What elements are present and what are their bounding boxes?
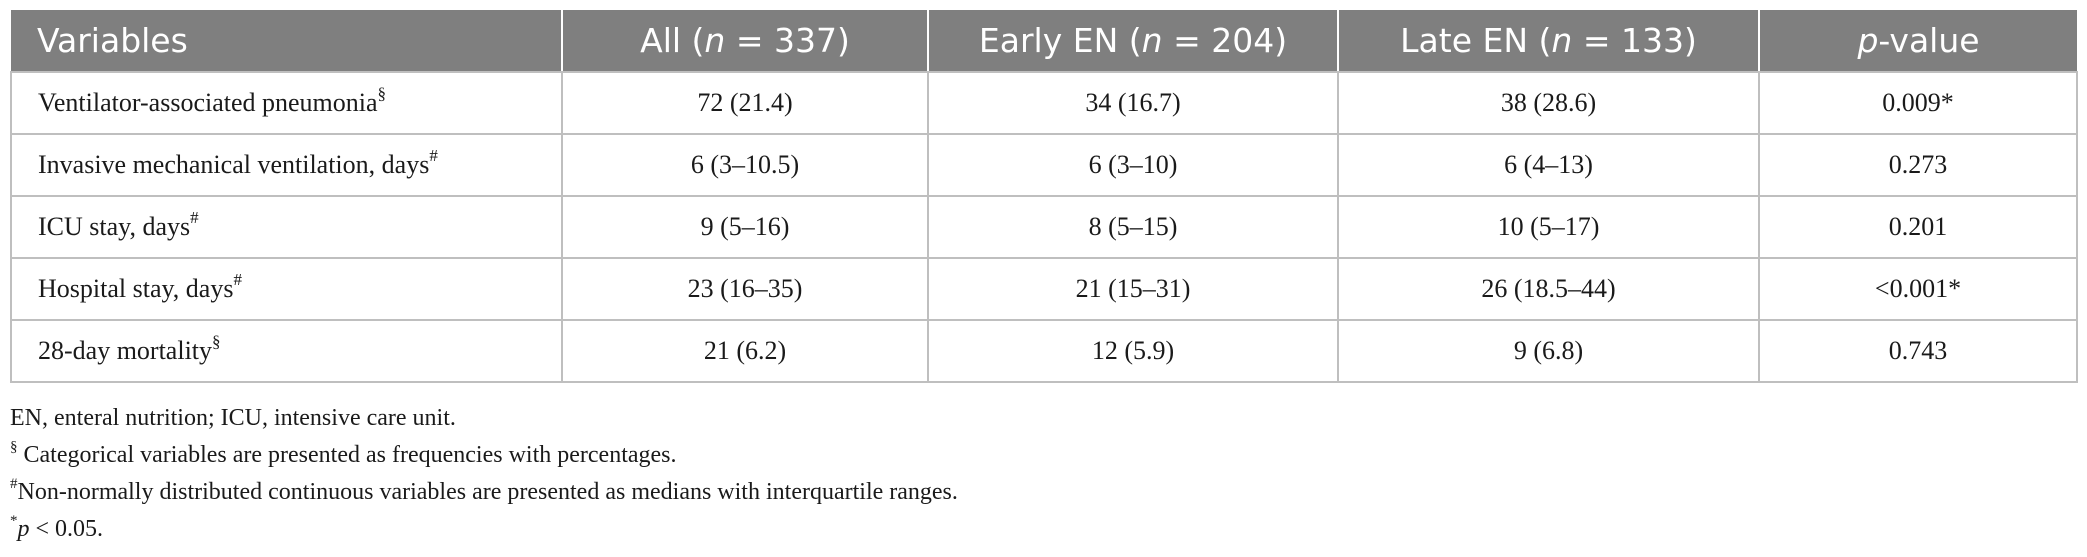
results-table: Variables All (n = 337) Early EN (n = 20… xyxy=(10,10,2078,383)
cell-all: 21 (6.2) xyxy=(561,319,929,383)
footnote-significance: *p < 0.05. xyxy=(10,513,104,543)
footnote-abbreviations: EN, enteral nutrition; ICU, intensive ca… xyxy=(10,405,456,431)
cell-late-en: 9 (6.8) xyxy=(1337,319,1760,383)
cell-early-en: 21 (15–31) xyxy=(927,257,1339,321)
cell-p-value: 0.201 xyxy=(1758,195,2078,259)
row-label: 28-day mortality§ xyxy=(10,319,563,383)
table-row: Hospital stay, days# 23 (16–35) 21 (15–3… xyxy=(10,257,2078,321)
cell-late-en: 26 (18.5–44) xyxy=(1337,257,1760,321)
row-label: ICU stay, days# xyxy=(10,195,563,259)
table-row: 28-day mortality§ 21 (6.2) 12 (5.9) 9 (6… xyxy=(10,319,2078,383)
table-row: Invasive mechanical ventilation, days# 6… xyxy=(10,133,2078,197)
header-p-value: p-value xyxy=(1758,10,2077,73)
row-label: Hospital stay, days# xyxy=(10,257,563,321)
cell-p-value: 0.273 xyxy=(1758,133,2078,197)
cell-p-value: <0.001* xyxy=(1758,257,2078,321)
table-footnotes: EN, enteral nutrition; ICU, intensive ca… xyxy=(10,400,958,548)
header-all: All (n = 337) xyxy=(561,10,928,73)
footnote-categorical: § Categorical variables are presented as… xyxy=(10,439,677,469)
results-table-container: Variables All (n = 337) Early EN (n = 20… xyxy=(10,10,2078,383)
cell-late-en: 6 (4–13) xyxy=(1337,133,1760,197)
cell-p-value: 0.009* xyxy=(1758,71,2078,135)
row-label: Invasive mechanical ventilation, days# xyxy=(10,133,563,197)
cell-early-en: 6 (3–10) xyxy=(927,133,1339,197)
cell-all: 72 (21.4) xyxy=(561,71,929,135)
row-label: Ventilator-associated pneumonia§ xyxy=(10,71,563,135)
header-early-en: Early EN (n = 204) xyxy=(927,10,1338,73)
cell-late-en: 10 (5–17) xyxy=(1337,195,1760,259)
header-late-en: Late EN (n = 133) xyxy=(1337,10,1759,73)
footnote-continuous: #Non-normally distributed continuous var… xyxy=(10,476,958,506)
header-variables: Variables xyxy=(11,10,562,73)
cell-all: 6 (3–10.5) xyxy=(561,133,929,197)
cell-p-value: 0.743 xyxy=(1758,319,2078,383)
header-row: Variables All (n = 337) Early EN (n = 20… xyxy=(11,10,2077,73)
table-row: ICU stay, days# 9 (5–16) 8 (5–15) 10 (5–… xyxy=(10,195,2078,259)
cell-early-en: 12 (5.9) xyxy=(927,319,1339,383)
cell-all: 9 (5–16) xyxy=(561,195,929,259)
cell-early-en: 34 (16.7) xyxy=(927,71,1339,135)
cell-late-en: 38 (28.6) xyxy=(1337,71,1760,135)
table-row: Ventilator-associated pneumonia§ 72 (21.… xyxy=(10,71,2078,135)
cell-early-en: 8 (5–15) xyxy=(927,195,1339,259)
cell-all: 23 (16–35) xyxy=(561,257,929,321)
